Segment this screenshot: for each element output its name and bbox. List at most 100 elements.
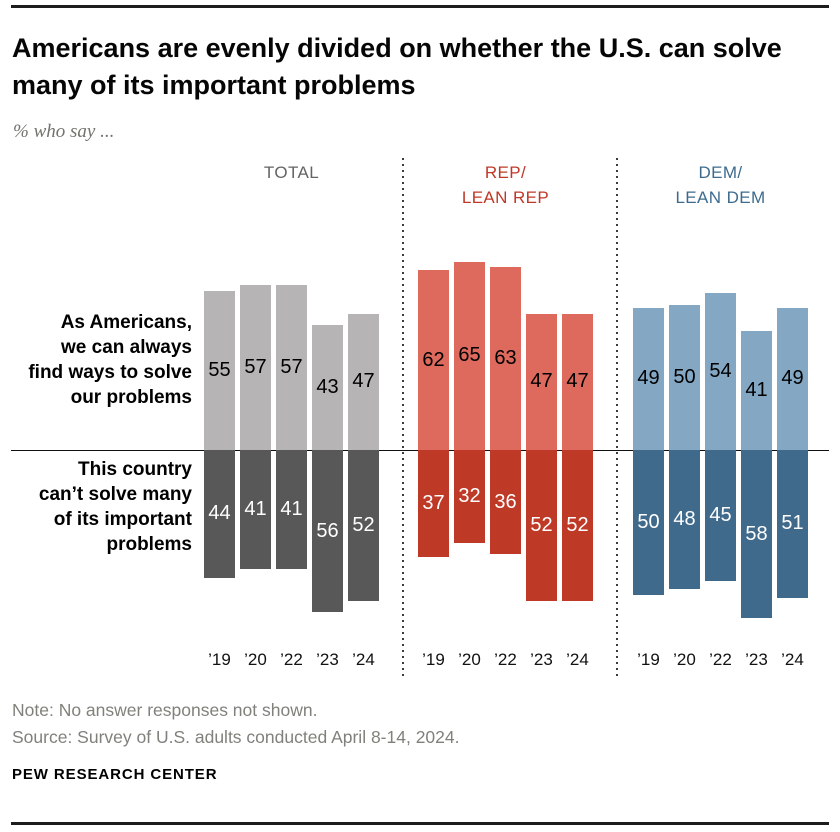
value-label: 63 [494, 347, 517, 370]
year-label: ’22 [494, 650, 517, 669]
group-header-line: REP/ [484, 163, 527, 182]
value-label: 58 [745, 522, 768, 545]
bar-up-rep-22: 63 [490, 267, 521, 450]
row-label-solve: As Americans, we can always find ways to s… [2, 310, 192, 410]
group-header-rep: REP/LEAN REP [396, 160, 616, 210]
value-label: 41 [244, 497, 267, 520]
year-label: ’19 [208, 650, 231, 669]
group-header-dem: DEM/LEAN DEM [611, 160, 831, 210]
bar-up-total-19: 55 [204, 290, 235, 450]
bar-up-total-24: 47 [348, 313, 379, 450]
row-label-line: our problems [70, 387, 192, 408]
chart-source: Source: Survey of U.S. adults conducted … [12, 727, 460, 747]
brand-footer: PEW RESEARCH CENTER [12, 766, 218, 783]
year-label: ’22 [709, 650, 732, 669]
value-label: 36 [494, 490, 517, 513]
value-label: 32 [458, 484, 481, 507]
row-label-line: This country [77, 459, 192, 480]
bar-up-dem-24: 49 [777, 307, 808, 450]
bar-up-total-20: 57 [240, 284, 271, 450]
year-label: ’20 [244, 650, 267, 669]
year-label: ’22 [280, 650, 303, 669]
bar-down-total-23: 56 [312, 450, 343, 613]
bar-up-rep-20: 65 [454, 261, 485, 450]
value-label: 65 [458, 344, 481, 367]
chart-subtitle: % who say ... [13, 121, 115, 142]
bar-down-dem-22: 45 [705, 450, 736, 581]
group-header-line: LEAN DEM [675, 188, 766, 207]
value-label: 55 [208, 358, 231, 381]
bar-down-dem-23: 58 [741, 450, 772, 619]
value-label: 50 [637, 511, 660, 533]
bottom-rule [11, 822, 829, 825]
group-separator-1 [402, 158, 404, 680]
bar-down-total-20: 41 [240, 450, 271, 569]
year-label: ’23 [530, 650, 553, 669]
bar-up-dem-23: 41 [741, 331, 772, 450]
bar-up-rep-24: 47 [562, 313, 593, 450]
value-label: 43 [316, 376, 339, 399]
group-separator-2 [616, 158, 618, 680]
chart-note: Note: No answer responses not shown. [12, 700, 318, 720]
row-label-line: find ways to solve [28, 362, 192, 383]
value-label: 47 [352, 370, 375, 393]
row-label-cant-solve: This country can’t solve many of its impor… [2, 457, 192, 557]
bar-down-rep-19: 37 [418, 450, 449, 558]
group-header-line: DEM/ [698, 163, 743, 182]
year-label: ’24 [781, 650, 804, 669]
row-label-line: we can always [61, 337, 192, 358]
year-label: ’19 [422, 650, 445, 669]
value-label: 52 [530, 513, 553, 536]
bar-up-total-22: 57 [276, 284, 307, 450]
row-label-line: of its important [53, 509, 192, 530]
page-title: Americans are evenly divided on whether … [12, 33, 782, 100]
value-label: 47 [530, 370, 553, 393]
value-label: 44 [208, 502, 231, 525]
bar-down-rep-24: 52 [562, 450, 593, 601]
bar-down-total-22: 41 [276, 450, 307, 569]
row-label-line: As Americans, [60, 312, 192, 333]
value-label: 52 [352, 513, 375, 536]
year-label: ’24 [352, 650, 375, 669]
value-label: 49 [637, 367, 660, 390]
value-label: 45 [709, 503, 732, 526]
bar-up-dem-19: 49 [633, 307, 664, 450]
year-label: ’23 [316, 650, 339, 669]
bar-down-dem-19: 50 [633, 450, 664, 595]
bar-up-total-23: 43 [312, 325, 343, 450]
value-label: 41 [745, 379, 768, 402]
value-label: 50 [673, 366, 696, 388]
value-label: 56 [316, 519, 339, 542]
year-label: ’20 [458, 650, 481, 669]
year-label: ’24 [566, 650, 589, 669]
bar-up-dem-20: 50 [669, 305, 700, 450]
value-label: 51 [781, 512, 804, 535]
value-label: 62 [422, 348, 445, 371]
value-label: 57 [244, 355, 267, 378]
year-label: ’23 [745, 650, 768, 669]
group-header-total: TOTAL [182, 160, 402, 185]
value-label: 41 [280, 497, 303, 520]
bar-down-dem-24: 51 [777, 450, 808, 598]
value-label: 57 [280, 355, 303, 378]
value-label: 37 [422, 492, 445, 515]
bar-down-rep-20: 32 [454, 450, 485, 543]
group-header-line: TOTAL [263, 163, 320, 182]
value-label: 47 [566, 370, 589, 393]
value-label: 54 [709, 360, 732, 383]
value-label: 49 [781, 367, 804, 390]
bar-down-total-24: 52 [348, 450, 379, 601]
bar-down-rep-23: 52 [526, 450, 557, 601]
bar-up-rep-23: 47 [526, 313, 557, 450]
row-label-line: can’t solve many [38, 484, 192, 505]
bar-down-total-19: 44 [204, 450, 235, 578]
bar-down-dem-20: 48 [669, 450, 700, 590]
group-header-line: LEAN REP [461, 188, 550, 207]
bar-up-dem-22: 54 [705, 293, 736, 450]
value-label: 52 [566, 513, 589, 536]
bar-down-rep-22: 36 [490, 450, 521, 555]
year-label: ’20 [673, 650, 696, 669]
row-label-line: problems [106, 534, 192, 555]
